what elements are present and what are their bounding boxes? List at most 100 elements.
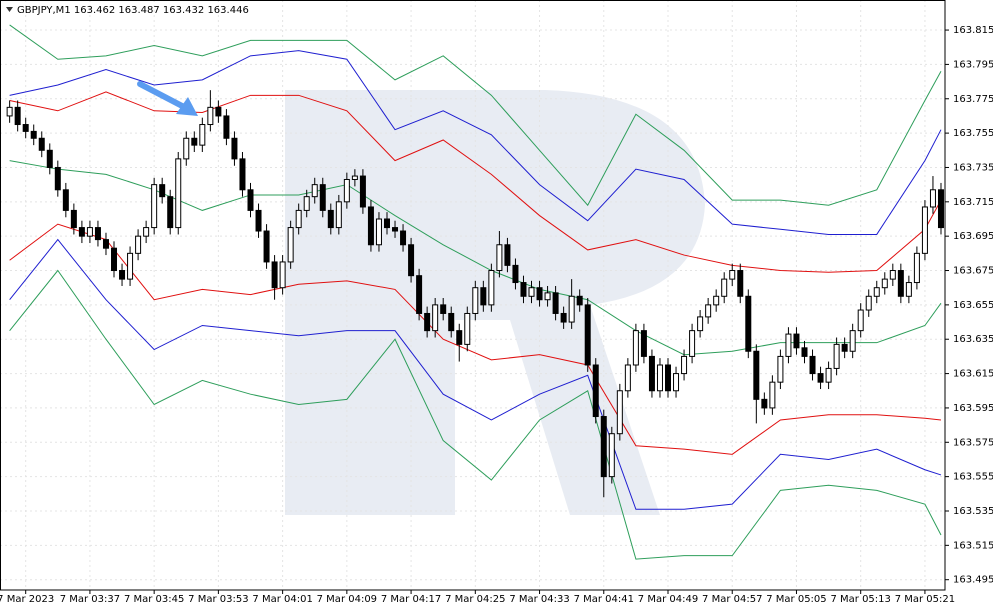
header: GBPJPY,M1 163.462 163.487 163.432 163.44…	[6, 5, 249, 16]
candle-body	[504, 244, 511, 266]
candle-body	[335, 201, 342, 229]
candle-body	[929, 189, 936, 208]
candle-body	[464, 312, 471, 345]
x-tick-label: 7 Mar 04:41	[574, 594, 634, 605]
x-tick-label: 7 Mar 03:45	[124, 594, 184, 605]
candle-body	[624, 364, 631, 392]
candle-body	[656, 364, 663, 392]
candle-body	[456, 330, 463, 345]
candle-body	[865, 295, 872, 311]
candle-body	[22, 124, 29, 132]
y-tick-label: 163.555	[953, 472, 993, 483]
candle-body	[135, 235, 142, 254]
x-tick-label: 7 Mar 03:53	[188, 594, 248, 605]
candle-body	[921, 206, 928, 254]
y-tick-label: 163.535	[953, 506, 993, 517]
arrow-head	[176, 97, 198, 116]
y-tick-label: 163.595	[953, 403, 993, 414]
candle-body	[119, 270, 126, 280]
candle-body	[608, 433, 615, 478]
candle-body	[416, 275, 423, 314]
candle-body	[536, 287, 543, 301]
candle-body	[496, 244, 503, 272]
candle-body	[673, 373, 680, 392]
candle-body	[247, 189, 254, 211]
y-tick-label: 163.495	[953, 575, 993, 586]
candle-body	[729, 270, 736, 280]
candle-body	[46, 149, 53, 168]
candle-body	[255, 209, 262, 232]
candle-body	[303, 196, 310, 211]
band-line	[9, 24, 942, 207]
plot-frame	[0, 0, 946, 591]
y-tick-label: 163.635	[953, 334, 993, 345]
candle-body	[576, 295, 583, 306]
candle-body	[432, 304, 439, 332]
candle-body	[175, 158, 182, 229]
candle-body	[111, 247, 118, 272]
candles	[6, 90, 944, 498]
candle-body	[640, 330, 647, 357]
candle-body	[881, 278, 888, 289]
y-tick-label: 163.695	[953, 231, 993, 242]
candle-body	[648, 355, 655, 392]
candle-body	[472, 287, 479, 314]
candle-body	[167, 196, 174, 229]
candle-body	[367, 206, 374, 246]
candle-body	[681, 355, 688, 375]
candle-body	[239, 158, 246, 191]
candle-body	[78, 227, 85, 237]
x-tick-label: 7 Mar 04:17	[381, 594, 441, 605]
candle-body	[632, 330, 639, 366]
x-tick-label: 7 Mar 05:21	[895, 594, 955, 605]
x-tick-label: 7 Mar 03:37	[60, 594, 120, 605]
candle-body	[223, 115, 230, 139]
candle-body	[207, 106, 214, 126]
candle-body	[665, 364, 672, 392]
band-line	[9, 91, 942, 273]
candle-body	[721, 278, 728, 297]
candle-body	[375, 218, 382, 246]
x-tick-label: 7 Mar 04:01	[252, 594, 312, 605]
candle-body	[857, 309, 864, 332]
y-tick-label: 163.515	[953, 540, 993, 551]
candle-body	[544, 292, 551, 301]
candle-body	[408, 244, 415, 277]
band-line	[9, 50, 942, 235]
candle-body	[913, 252, 920, 284]
candle-body	[737, 270, 744, 297]
candle-body	[937, 189, 944, 229]
x-tick-label: 7 Mar 05:13	[830, 594, 890, 605]
candle-body	[616, 390, 623, 435]
candle-body	[785, 333, 792, 357]
candle-body	[793, 333, 800, 349]
candle-body	[263, 230, 270, 263]
candle-body	[584, 304, 591, 366]
candle-body	[271, 261, 278, 289]
candle-body	[753, 350, 760, 400]
x-tick-label: 7 Mar 04:33	[509, 594, 569, 605]
candle-body	[833, 343, 840, 369]
x-tick-label: 7 Mar 04:49	[638, 594, 698, 605]
candle-body	[897, 270, 904, 297]
annotation-arrow	[137, 81, 198, 116]
candle-body	[127, 252, 134, 280]
candle-body	[825, 367, 832, 383]
candle-body	[745, 295, 752, 352]
x-tick-label: 7 Mar 04:25	[445, 594, 505, 605]
candle-body	[70, 209, 77, 229]
band-line	[9, 238, 942, 510]
candle-body	[697, 316, 704, 332]
candle-body	[159, 184, 166, 198]
band-line	[9, 269, 942, 560]
candle-body	[560, 312, 567, 323]
candle-body	[400, 230, 407, 246]
candle-body	[520, 282, 527, 297]
candle-body	[231, 137, 238, 160]
candle-body	[689, 330, 696, 357]
candle-body	[14, 106, 21, 126]
candle-body	[319, 184, 326, 211]
candle-body	[311, 184, 318, 198]
candle-body	[6, 106, 13, 117]
candle-body	[488, 270, 495, 306]
